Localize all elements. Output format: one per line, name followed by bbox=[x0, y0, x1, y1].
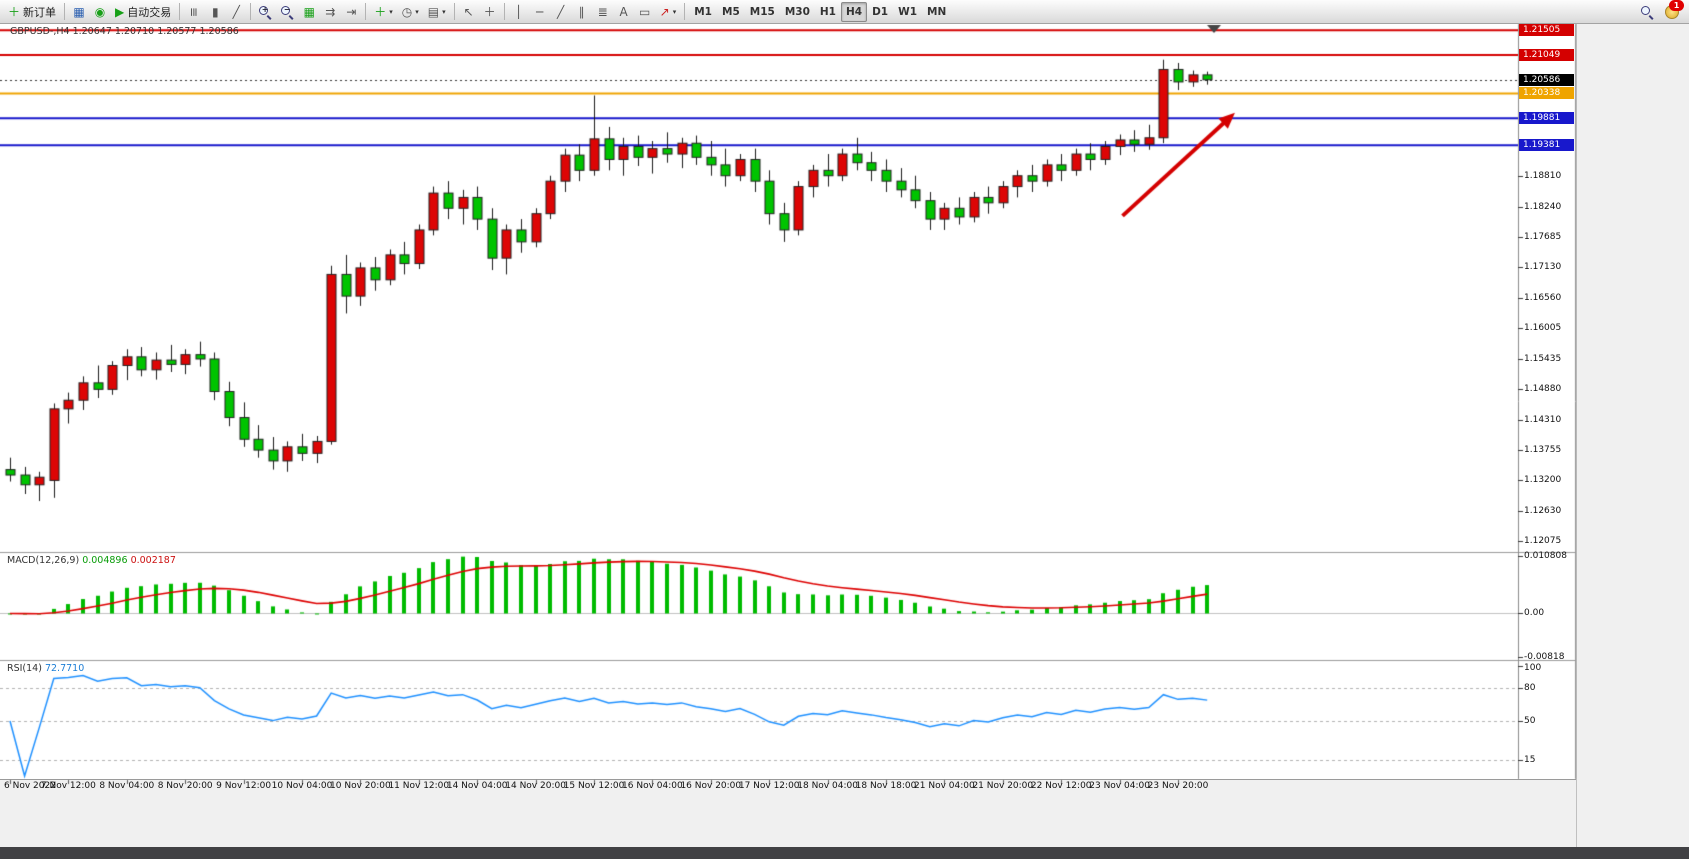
bar-chart-icon: ≡ bbox=[187, 6, 202, 17]
timeframe-button-mn[interactable]: MN bbox=[922, 2, 951, 22]
horizontal-line-button[interactable]: ─ bbox=[530, 2, 550, 22]
candle-chart-icon: ▮ bbox=[211, 4, 219, 19]
channel-icon: ∥ bbox=[578, 4, 585, 19]
chart-shift-button[interactable]: ⇥ bbox=[341, 2, 361, 22]
charts-profile-button[interactable]: ▦ bbox=[69, 2, 89, 22]
toolbar-separator bbox=[365, 3, 367, 20]
rsi-value: 72.7710 bbox=[44, 663, 85, 674]
chevron-down-icon: ▾ bbox=[442, 7, 446, 16]
zoom-in-button[interactable]: + bbox=[255, 2, 276, 22]
autotrading-label: 自动交易 bbox=[127, 5, 172, 19]
timeframe-button-w1[interactable]: W1 bbox=[893, 2, 922, 22]
new-order-label: 新订单 bbox=[23, 5, 57, 19]
toolbar: ＋ 新订单 ▦ ◉ ▶ 自动交易 ≡ ▮ ╱ + − ▦ ⇉ ⇥ ＋ ▾ ◷ ▾ ▤… bbox=[0, 0, 1689, 24]
timeframe-button-m30[interactable]: M30 bbox=[780, 2, 815, 22]
chevron-down-icon: ▾ bbox=[672, 7, 677, 16]
trendline-icon: ╱ bbox=[557, 4, 565, 19]
macd-label: MACD(12,26,9) bbox=[7, 555, 80, 566]
fibonacci-icon: ≣ bbox=[597, 4, 608, 19]
crosshair-button[interactable]: ＋ bbox=[480, 2, 500, 22]
bar-chart-button[interactable]: ≡ bbox=[184, 2, 204, 22]
text-label-icon: ▭ bbox=[638, 4, 651, 19]
community-icon: ◉ bbox=[94, 4, 106, 19]
autotrading-button[interactable]: ▶ 自动交易 bbox=[111, 2, 175, 22]
vertical-line-button[interactable]: │ bbox=[509, 2, 529, 22]
fibonacci-button[interactable]: ≣ bbox=[593, 2, 613, 22]
search-icon bbox=[1641, 5, 1654, 20]
taskbar-strip bbox=[0, 847, 1689, 859]
templates-button[interactable]: ▤ ▾ bbox=[424, 2, 450, 22]
charts-profile-icon: ▦ bbox=[73, 4, 85, 19]
horizontal-line-icon: ─ bbox=[536, 4, 544, 19]
periods-button[interactable]: ◷ ▾ bbox=[398, 2, 423, 22]
indicators-button[interactable]: ＋ ▾ bbox=[370, 2, 397, 22]
chevron-down-icon: ▾ bbox=[415, 7, 419, 16]
text-icon: A bbox=[619, 4, 628, 19]
line-chart-icon: ╱ bbox=[232, 4, 240, 19]
clock-icon: ◷ bbox=[401, 4, 413, 19]
timeframe-button-m15[interactable]: M15 bbox=[745, 2, 780, 22]
arrows-icon: ↗ bbox=[659, 4, 670, 19]
candle-chart-button[interactable]: ▮ bbox=[205, 2, 225, 22]
chart-shift-icon: ⇥ bbox=[346, 4, 357, 19]
toolbar-separator bbox=[503, 3, 505, 20]
toolbar-separator bbox=[64, 3, 66, 20]
rsi-label: RSI(14) bbox=[7, 663, 42, 674]
timeframe-button-h1[interactable]: H1 bbox=[815, 2, 841, 22]
timeframe-button-m5[interactable]: M5 bbox=[717, 2, 745, 22]
chevron-down-icon: ▾ bbox=[389, 7, 393, 16]
chart-symbol-label: GBPUSD-,H4 bbox=[10, 26, 70, 37]
macd-header: MACD(12,26,9) 0.004896 0.002187 bbox=[7, 555, 176, 566]
toolbar-separator bbox=[250, 3, 252, 20]
tile-windows-icon: ▦ bbox=[303, 4, 315, 19]
vertical-line-icon: │ bbox=[515, 4, 523, 19]
chart-ohlc-values: 1.20647 1.20710 1.20577 1.20586 bbox=[72, 26, 239, 37]
rsi-header: RSI(14) 72.7710 bbox=[7, 663, 84, 674]
template-icon: ▤ bbox=[427, 4, 440, 19]
channel-button[interactable]: ∥ bbox=[572, 2, 592, 22]
cursor-icon: ↖ bbox=[463, 4, 474, 19]
indicators-icon: ＋ bbox=[374, 4, 387, 19]
chart-symbol-header: GBPUSD-,H4 1.20647 1.20710 1.20577 1.205… bbox=[10, 26, 239, 37]
autotrading-play-icon: ▶ bbox=[115, 4, 125, 19]
macd-signal-value: 0.002187 bbox=[130, 555, 176, 566]
notifications-button[interactable]: 1 bbox=[1659, 0, 1685, 22]
cursor-button[interactable]: ↖ bbox=[459, 2, 479, 22]
new-order-icon: ＋ bbox=[8, 4, 21, 19]
timeframe-button-m1[interactable]: M1 bbox=[689, 2, 717, 22]
notification-badge: 1 bbox=[1669, 0, 1684, 11]
text-label-button[interactable]: ▭ bbox=[635, 2, 655, 22]
timeframe-button-d1[interactable]: D1 bbox=[867, 2, 893, 22]
zoom-out-icon: − bbox=[281, 5, 294, 20]
zoom-in-icon: + bbox=[259, 5, 272, 20]
toolbar-separator bbox=[179, 3, 181, 20]
community-button[interactable]: ◉ bbox=[90, 2, 110, 22]
timeframe-group: M1 M5 M15 M30 H1 H4 D1 W1 MN bbox=[689, 1, 951, 22]
zoom-out-button[interactable]: − bbox=[277, 2, 298, 22]
macd-main-value: 0.004896 bbox=[82, 555, 128, 566]
new-order-button[interactable]: ＋ 新订单 bbox=[4, 2, 60, 22]
arrows-button[interactable]: ↗ ▾ bbox=[656, 2, 681, 22]
toolbar-separator bbox=[453, 3, 455, 20]
line-chart-button[interactable]: ╱ bbox=[226, 2, 246, 22]
notifications-icon: 1 bbox=[1663, 0, 1684, 21]
auto-scroll-button[interactable]: ⇉ bbox=[320, 2, 340, 22]
search-button[interactable] bbox=[1637, 2, 1658, 22]
tile-windows-button[interactable]: ▦ bbox=[299, 2, 319, 22]
toolbar-separator bbox=[684, 3, 686, 20]
crosshair-icon: ＋ bbox=[483, 4, 496, 19]
timeframe-button-h4[interactable]: H4 bbox=[840, 1, 868, 22]
trendline-button[interactable]: ╱ bbox=[551, 2, 571, 22]
auto-scroll-icon: ⇉ bbox=[325, 4, 336, 19]
text-button[interactable]: A bbox=[614, 2, 634, 22]
